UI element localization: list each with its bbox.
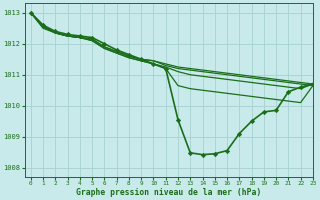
X-axis label: Graphe pression niveau de la mer (hPa): Graphe pression niveau de la mer (hPa) [76, 188, 261, 197]
